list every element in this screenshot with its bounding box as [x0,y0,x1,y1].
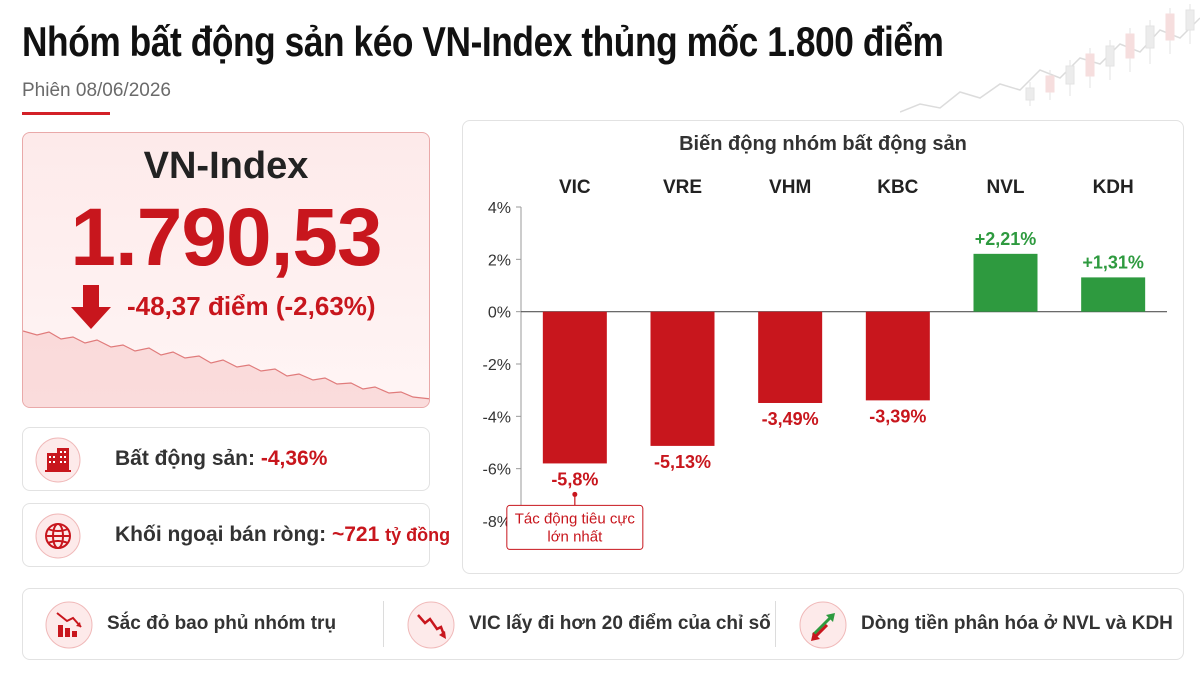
bar [973,253,1038,312]
category-label: KBC [877,177,918,198]
chart-svg: 4% 2% 0% -2% -4% -6% -8% VIC -5,8% Tác động tiêu … [483,177,1167,550]
y-tick-label: -2% [483,357,511,374]
real-estate-label: Bất động sản: [115,447,255,470]
foreign-label: Khối ngoại bán ròng: [115,523,327,546]
y-tick-label: 2% [488,252,511,269]
foreign-text: Khối ngoại bán ròng: ~721 tỷ đồng [115,523,450,547]
divergence-arrows-icon [799,601,847,649]
bar [542,311,607,464]
data-label: -5,8% [551,469,598,489]
bar [758,311,823,403]
y-tick-label: 0% [488,305,511,322]
separator [775,601,776,647]
takeaway-item: VIC lấy đi hơn 20 điểm của chỉ số [385,589,775,659]
annotation-box [506,504,644,550]
foreign-value: ~721 [331,523,380,546]
annotation-dot [572,491,578,497]
buildings-icon [35,437,81,483]
bar [650,311,715,446]
index-sparkline-icon [23,330,429,407]
category-label: KDH [1093,177,1134,198]
annotation-text: lớn nhất [547,528,603,545]
vn-index-card: VN-Index 1.790,53 -48,37 điểm (-2,63%) [22,132,430,408]
bar [865,311,930,401]
category-label: VIC [559,177,591,198]
real-estate-text: Bất động sản: -4,36% [115,447,327,471]
takeaway-text: VIC lấy đi hơn 20 điểm của chỉ số [469,613,771,634]
category-label: VHM [769,177,811,198]
takeaway-text: Sắc đỏ bao phủ nhóm trụ [107,613,337,634]
down-arrow-icon [71,285,111,329]
data-label: +1,31% [1082,252,1144,272]
y-tick-label: 4% [488,200,511,217]
title-underline [22,112,110,115]
foreign-net-sell-card: Khối ngoại bán ròng: ~721 tỷ đồng [22,503,450,567]
category-label: VRE [663,177,702,198]
data-label: -5,13% [654,452,711,472]
category-label: NVL [987,177,1025,198]
index-name: VN-Index [143,145,309,187]
session-date: Phiên 08/06/2026 [22,80,171,101]
takeaways-bar: Sắc đỏ bao phủ nhóm trụ VIC lấy đi hơn 2… [22,588,1184,660]
data-label: +2,21% [975,229,1037,249]
chart-title: Biến động nhóm bất động sản [679,133,967,155]
real-estate-card: Bất động sản: -4,36% [22,427,430,491]
data-label: -3,49% [762,409,819,429]
data-label: -3,39% [869,406,926,426]
bar [1081,277,1146,312]
index-change: -48,37 điểm (-2,63%) [127,291,376,321]
y-tick-label: -6% [483,462,511,479]
index-value: 1.790,53 [70,192,382,283]
takeaway-item: Dòng tiền phân hóa ở NVL và KDH [777,589,1183,659]
real-estate-value: -4,36% [260,447,328,470]
page-title: Nhóm bất động sản kéo VN-Index thủng mốc… [22,18,944,65]
y-tick-label: -8% [483,514,511,531]
annotation-text: Tác động tiêu cực [515,510,636,527]
foreign-unit: tỷ đồng [385,525,451,545]
sector-bar-chart: Biến động nhóm bất động sản 4% 2% 0% -2% -4%… [462,120,1184,574]
globe-icon [35,513,81,559]
takeaway-text: Dòng tiền phân hóa ở NVL và KDH [861,613,1173,634]
y-tick-label: -4% [483,409,511,426]
red-bars-down-icon [45,601,93,649]
takeaway-item: Sắc đỏ bao phủ nhóm trụ [23,589,383,659]
down-trend-icon [407,601,455,649]
separator [383,601,384,647]
candlestick-background-icon [900,4,1200,113]
